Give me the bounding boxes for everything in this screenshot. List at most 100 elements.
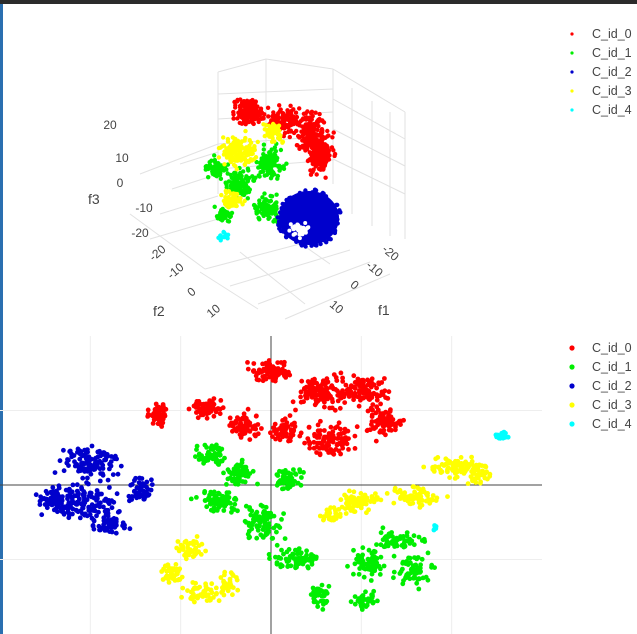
legend-item[interactable]: C_id_1 — [570, 46, 632, 60]
point-2d — [210, 399, 215, 405]
point-3d — [318, 241, 323, 247]
point-2d — [366, 507, 371, 513]
point-2d — [241, 411, 247, 417]
point-3d — [314, 141, 319, 146]
legend-item[interactable]: C_id_1 — [569, 360, 632, 374]
point-2d — [377, 572, 383, 577]
point-2d — [411, 575, 416, 581]
point-2d — [274, 542, 280, 548]
point-2d — [250, 468, 256, 474]
point-2d — [221, 470, 226, 476]
legend-item[interactable]: C_id_0 — [570, 27, 632, 41]
point-2d — [137, 491, 143, 497]
point-2d — [293, 472, 299, 477]
point-3d — [206, 175, 211, 180]
point-2d — [360, 377, 366, 383]
legend-item[interactable]: C_id_4 — [569, 417, 632, 431]
point-3d — [212, 157, 217, 163]
legend-item[interactable]: C_id_3 — [570, 84, 632, 98]
point-2d — [186, 552, 192, 558]
point-2d — [59, 508, 64, 514]
point-3d — [237, 120, 242, 126]
point-2d — [445, 494, 450, 499]
point-2d — [314, 586, 320, 592]
point-2d — [231, 466, 237, 472]
point-2d — [351, 547, 356, 553]
legend-item[interactable]: C_id_2 — [570, 65, 632, 79]
point-3d — [321, 151, 326, 156]
point-2d — [343, 435, 348, 440]
point-2d — [478, 479, 483, 485]
legend-item[interactable]: C_id_4 — [570, 103, 632, 117]
point-2d — [433, 498, 439, 503]
point-2d — [370, 560, 375, 566]
point-3d — [275, 215, 280, 220]
point-2d — [385, 396, 391, 401]
point-3d — [295, 143, 300, 148]
legend-item[interactable]: C_id_3 — [569, 398, 632, 412]
point-3d — [269, 211, 275, 216]
legend-3d[interactable]: C_id_0 C_id_1 C_id_2 C_id_3 C_id_4 — [570, 27, 632, 117]
point-3d-highlight — [295, 226, 300, 231]
point-2d — [213, 409, 219, 415]
scatter-2d-plot[interactable]: C_id_0 C_id_1 C_id_2 C_id_3 C_id_4 — [0, 332, 637, 634]
point-2d — [54, 499, 60, 505]
point-2d — [103, 496, 109, 502]
point-2d — [101, 504, 106, 510]
point-2d — [285, 486, 291, 491]
point-2d — [379, 380, 385, 385]
point-2d — [383, 432, 388, 438]
point-3d-highlight — [297, 236, 302, 241]
point-2d — [320, 395, 326, 400]
point-3d — [334, 218, 339, 223]
point-3d — [269, 168, 274, 173]
point-2d — [414, 580, 420, 586]
point-2d — [229, 471, 235, 477]
point-3d — [246, 168, 251, 173]
point-2d — [389, 422, 395, 427]
point-2d — [230, 585, 236, 590]
point-2d — [328, 505, 333, 511]
point-2d — [276, 433, 281, 439]
legend-2d[interactable]: C_id_0 C_id_1 C_id_2 C_id_3 C_id_4 — [569, 341, 632, 431]
point-2d — [327, 405, 333, 411]
point-2d — [270, 535, 276, 541]
point-2d — [408, 560, 413, 566]
point-2d — [68, 503, 73, 509]
point-2d — [288, 431, 294, 437]
point-2d — [161, 408, 167, 413]
point-3d — [209, 158, 214, 163]
point-2d — [209, 581, 215, 587]
point-2d — [368, 407, 374, 412]
point-2d — [315, 604, 321, 609]
grid-line-3d — [129, 213, 206, 270]
point-3d — [290, 116, 295, 122]
point-2d — [204, 504, 210, 510]
point-2d — [363, 604, 369, 609]
point-2d — [290, 399, 296, 405]
point-2d — [233, 420, 239, 426]
point-3d — [313, 110, 318, 115]
point-2d — [416, 534, 422, 540]
point-2d — [228, 475, 233, 481]
point-3d — [297, 106, 302, 111]
point-3d — [306, 130, 311, 135]
point-2d — [198, 552, 204, 557]
point-3d — [314, 243, 319, 248]
point-2d — [64, 460, 70, 466]
point-2d — [187, 540, 193, 546]
point-2d — [321, 593, 327, 599]
x-axis-title: f1 — [378, 302, 390, 318]
legend-item[interactable]: C_id_2 — [569, 379, 632, 393]
point-2d — [378, 401, 383, 407]
point-2d — [364, 389, 370, 395]
point-2d — [274, 529, 279, 535]
legend-item[interactable]: C_id_0 — [569, 341, 632, 355]
point-2d — [258, 502, 264, 508]
point-3d — [293, 202, 298, 207]
point-2d — [54, 505, 60, 511]
point-3d — [243, 105, 248, 111]
point-3d — [331, 148, 336, 153]
point-2d — [193, 454, 198, 459]
